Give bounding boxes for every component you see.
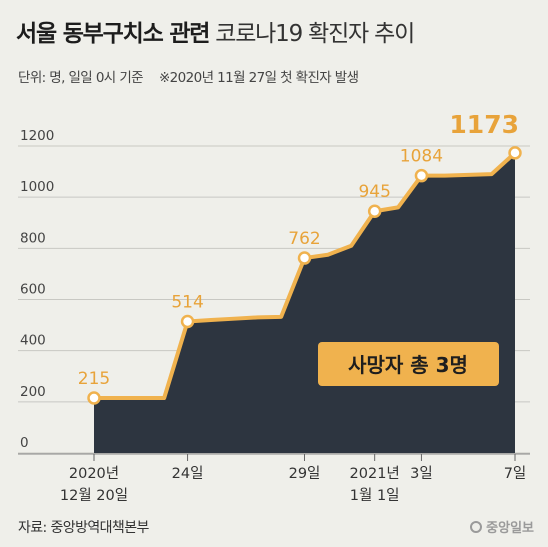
data-point [367,204,382,218]
y-tick-label: 800 [20,230,46,246]
x-tick-label: 29일 [289,465,321,482]
title-sub: 코로나19 확진자 추이 [215,21,415,47]
y-tick-label: 0 [20,435,29,451]
logo-text: 중앙일보 [486,521,534,536]
logo-circle-icon [470,520,483,533]
x-tick-label: 24일 [172,465,204,482]
data-point [297,251,312,265]
publisher-logo: 중앙일보 [470,517,534,536]
annotation-label: 사망자 총 3명 [348,353,468,377]
unit-label: 단위: 명, 일일 0시 기준 [18,70,144,86]
data-point [87,391,101,405]
x-tick-label: 3일 [410,465,433,482]
area-chart: 0 200 400 600 800 1000 1200 2020년 12월 20일 24일 29일 2… [18,110,530,504]
data-label: 215 [78,369,110,389]
data-point [414,168,429,183]
data-label: 1173 [449,110,519,139]
y-tick-label: 600 [20,282,46,298]
data-label: 945 [358,182,390,202]
data-point [180,314,195,329]
data-point [508,146,522,160]
data-label: 1084 [400,147,443,167]
x-tick-label: 2021년 1월 1일 [350,465,400,504]
x-tick-label: 2020년 12월 20일 [60,465,128,504]
chart-title: 서울 동부구치소 관련 코로나19 확진자 추이 [16,14,415,48]
annotation-badge [318,342,499,386]
first-case-note: ※2020년 11월 27일 첫 확진자 발생 [158,70,359,86]
x-tick-label: 7일 [504,465,527,482]
data-label: 514 [171,293,203,313]
source-label: 자료: 중앙방역대책본부 [18,520,149,536]
y-tick-label: 1200 [20,128,54,144]
unit-row: 단위: 명, 일일 0시 기준 ※2020년 11월 27일 첫 확진자 발생 [18,66,359,86]
area-fill [94,152,515,453]
y-tick-label: 400 [20,333,46,349]
title-main: 서울 동부구치소 관련 [16,21,210,47]
data-label: 762 [288,229,320,249]
y-tick-label: 1000 [20,179,54,195]
y-tick-label: 200 [20,384,46,400]
